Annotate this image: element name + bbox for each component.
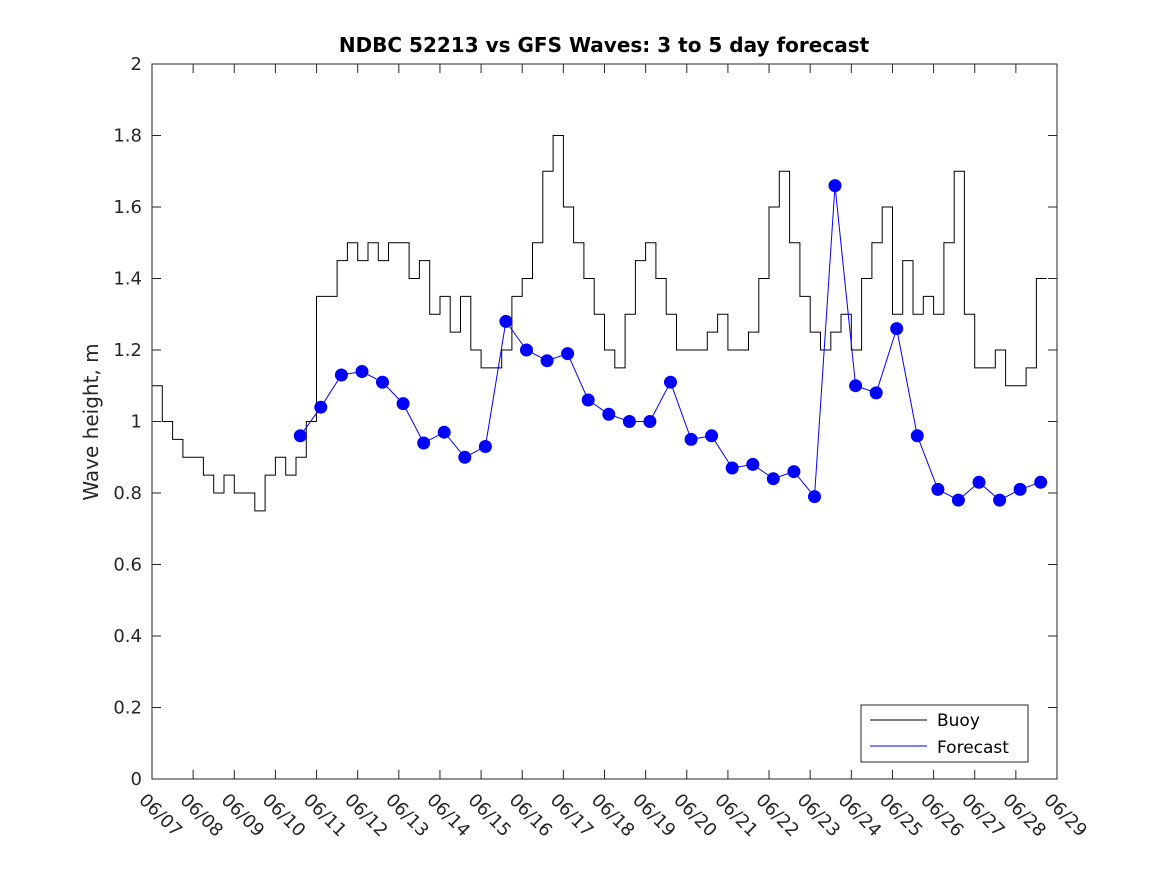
x-tick-label: 06/18 — [587, 790, 639, 842]
forecast-point — [602, 407, 616, 421]
x-tick-label: 06/14 — [422, 790, 474, 842]
x-tick-label: 06/08 — [176, 790, 228, 842]
y-tick-label: 1.8 — [113, 126, 142, 147]
forecast-point — [334, 368, 348, 382]
forecast-point — [622, 415, 636, 428]
y-tick-label: 1 — [131, 412, 142, 433]
forecast-point — [520, 343, 533, 357]
y-axis-label: Wave height, m — [79, 343, 103, 500]
forecast-point — [951, 493, 965, 507]
legend-buoy-label: Buoy — [937, 711, 980, 731]
forecast-point — [355, 365, 369, 378]
forecast-point — [437, 425, 451, 439]
forecast-point — [417, 436, 431, 450]
forecast-point — [705, 429, 719, 443]
x-tick-label: 06/29 — [1039, 790, 1091, 842]
forecast-point — [664, 375, 677, 389]
forecast-point — [478, 440, 492, 453]
x-tick-label: 06/27 — [957, 790, 1009, 842]
forecast-point — [746, 457, 760, 471]
forecast-point — [725, 461, 739, 475]
x-tick-label: 06/07 — [134, 790, 186, 842]
y-tick-label: 0 — [131, 769, 142, 790]
forecast-point — [972, 475, 986, 489]
buoy-series-line — [152, 135, 1047, 512]
axes-box — [151, 63, 1058, 780]
forecast-point — [458, 450, 472, 464]
x-tick-label: 06/15 — [464, 790, 516, 842]
forecast-point — [828, 179, 842, 193]
forecast-point — [314, 400, 328, 414]
x-tick-label: 06/23 — [793, 790, 845, 842]
forecast-point — [931, 482, 945, 496]
x-tick-label: 06/10 — [258, 790, 310, 842]
forecast-point — [869, 386, 883, 400]
chart-title: NDBC 52213 vs GFS Waves: 3 to 5 day fore… — [339, 33, 870, 57]
forecast-point — [890, 322, 904, 336]
y-tick-label: 1.4 — [113, 269, 142, 290]
x-tick-label: 06/09 — [217, 790, 269, 842]
forecast-point — [499, 314, 513, 328]
y-tick-label: 0.6 — [113, 555, 142, 576]
x-tick-label: 06/20 — [669, 790, 721, 842]
y-tick-label: 0.2 — [113, 698, 142, 719]
y-tick-label: 0.8 — [113, 483, 142, 504]
legend-forecast-label: Forecast — [937, 738, 1009, 758]
forecast-point — [910, 429, 924, 443]
forecast-series-line — [299, 185, 1041, 501]
x-tick-label: 06/22 — [751, 790, 803, 842]
x-tick-label: 06/25 — [875, 790, 927, 842]
forecast-point — [1034, 475, 1048, 489]
plot-area — [152, 135, 1048, 512]
forecast-point — [808, 490, 821, 504]
x-tick-label: 06/21 — [710, 790, 762, 842]
y-tick-label: 1.2 — [113, 340, 142, 361]
legend-box — [860, 704, 1029, 763]
forecast-point — [766, 472, 780, 486]
y-tick-label: 2 — [131, 54, 142, 75]
x-tick-label: 06/16 — [505, 790, 557, 842]
x-tick-label: 06/24 — [834, 790, 886, 842]
x-tick-label: 06/12 — [340, 790, 392, 842]
forecast-point — [643, 415, 657, 428]
x-tick-label: 06/13 — [381, 790, 433, 842]
x-tick-label: 06/17 — [546, 790, 598, 842]
forecast-point — [561, 347, 575, 361]
forecast-point — [1013, 482, 1027, 496]
forecast-point — [376, 375, 389, 389]
forecast-point — [396, 397, 410, 411]
x-tick-label: 06/11 — [299, 790, 351, 842]
forecast-point — [540, 354, 554, 368]
x-tick-label: 06/19 — [628, 790, 680, 842]
y-tick-label: 1.6 — [113, 197, 142, 218]
forecast-point — [787, 465, 801, 479]
legend: Buoy Forecast — [860, 704, 1029, 763]
forecast-point — [684, 432, 698, 446]
x-tick-label: 06/28 — [998, 790, 1050, 842]
forecast-point — [849, 379, 863, 393]
y-tick-label: 0.4 — [113, 626, 142, 647]
x-tick-label: 06/26 — [916, 790, 968, 842]
forecast-point — [293, 429, 307, 443]
forecast-point — [993, 493, 1007, 507]
forecast-point — [581, 393, 595, 407]
